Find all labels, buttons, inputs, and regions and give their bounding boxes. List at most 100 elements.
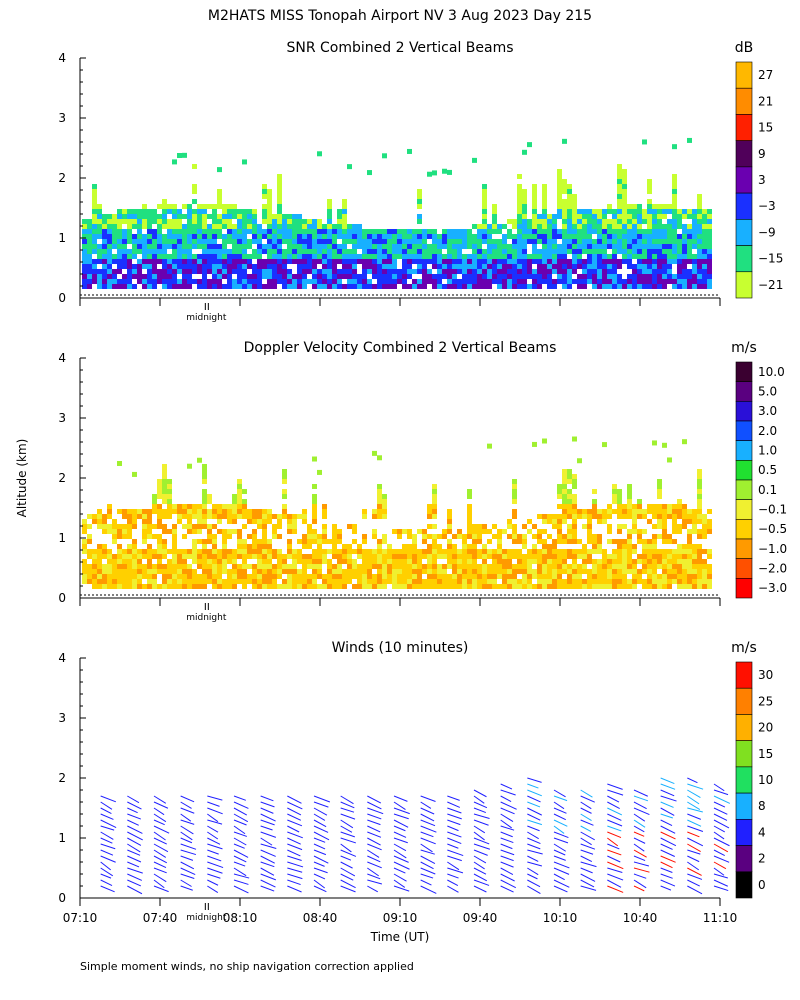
heatmap-cell xyxy=(307,244,312,249)
heatmap-cell xyxy=(672,259,677,264)
heatmap-cell xyxy=(627,514,632,519)
heatmap-cell xyxy=(617,259,622,264)
heatmap-cell xyxy=(352,269,357,274)
heatmap-cell xyxy=(392,234,397,239)
heatmap-cell xyxy=(692,584,697,589)
heatmap-cell xyxy=(107,219,112,224)
wind-barb xyxy=(340,849,357,857)
heatmap-cell xyxy=(402,244,407,249)
heatmap-cell xyxy=(662,274,667,279)
heatmap-cell xyxy=(697,514,702,519)
heatmap-cell xyxy=(147,209,152,214)
heatmap-cell xyxy=(672,204,677,209)
heatmap-cell xyxy=(607,559,612,564)
heatmap-cell xyxy=(222,269,227,274)
heatmap-cell xyxy=(402,529,407,534)
heatmap-cell xyxy=(542,519,547,524)
heatmap-cell xyxy=(162,484,167,489)
heatmap-cell xyxy=(627,229,632,234)
heatmap-cell xyxy=(647,274,652,279)
heatmap-cell xyxy=(692,259,697,264)
heatmap-cell xyxy=(257,574,262,579)
heatmap-cell xyxy=(557,169,562,174)
heatmap-cell xyxy=(252,264,257,269)
heatmap-cell xyxy=(237,564,242,569)
heatmap-cell xyxy=(397,564,402,569)
heatmap-cell xyxy=(317,469,322,475)
heatmap-cell xyxy=(472,544,477,549)
heatmap-cell xyxy=(322,264,327,269)
heatmap-cell xyxy=(82,259,87,264)
heatmap-cell xyxy=(212,259,217,264)
heatmap-cell xyxy=(637,209,642,214)
heatmap-cell xyxy=(172,504,177,509)
wind-barb xyxy=(500,855,514,862)
heatmap-cell xyxy=(332,554,337,559)
heatmap-cell xyxy=(577,554,582,559)
heatmap-cell xyxy=(397,579,402,584)
heatmap-cell xyxy=(597,229,602,234)
wind-barb xyxy=(260,873,277,881)
heatmap-cell xyxy=(202,219,207,224)
heatmap-cell xyxy=(127,534,132,539)
heatmap-cell xyxy=(567,564,572,569)
heatmap-cell xyxy=(622,284,627,289)
heatmap-cell xyxy=(282,214,287,219)
heatmap-cell xyxy=(667,569,672,574)
heatmap-cell xyxy=(332,274,337,279)
heatmap-cell xyxy=(552,519,557,524)
heatmap-cell xyxy=(427,524,432,529)
heatmap-cell xyxy=(642,239,647,244)
heatmap-cell xyxy=(107,274,112,279)
heatmap-cell xyxy=(292,514,297,519)
heatmap-cell xyxy=(277,229,282,234)
heatmap-cell xyxy=(612,509,617,514)
heatmap-cell xyxy=(182,214,187,219)
wind-barb xyxy=(153,867,167,874)
heatmap-cell xyxy=(667,274,672,279)
wind-barb xyxy=(687,867,702,876)
heatmap-cell xyxy=(112,524,117,529)
heatmap-cell xyxy=(587,569,592,574)
wind-barb xyxy=(127,867,143,874)
heatmap-cell xyxy=(502,574,507,579)
heatmap-cell xyxy=(462,279,467,284)
heatmap-cell xyxy=(642,514,647,519)
heatmap-cell xyxy=(367,259,372,264)
heatmap-cell xyxy=(132,569,137,574)
heatmap-cell xyxy=(472,524,477,529)
heatmap-cell xyxy=(442,239,447,244)
heatmap-cell xyxy=(277,204,282,209)
heatmap-cell xyxy=(667,559,672,564)
wind-barb xyxy=(287,825,300,833)
heatmap-cell xyxy=(167,259,172,264)
heatmap-cell xyxy=(87,514,92,519)
heatmap-cell xyxy=(432,584,437,589)
heatmap-cell xyxy=(412,579,417,584)
heatmap-cell xyxy=(292,564,297,569)
heatmap-cell xyxy=(477,274,482,279)
heatmap-cell xyxy=(87,549,92,554)
heatmap-cell xyxy=(177,259,182,264)
heatmap-cell xyxy=(267,539,272,544)
heatmap-cell xyxy=(207,254,212,259)
heatmap-cell xyxy=(587,559,592,564)
heatmap-cell xyxy=(652,504,657,509)
heatmap-cell xyxy=(632,519,637,524)
heatmap-cell xyxy=(437,549,442,554)
heatmap-cell xyxy=(507,524,512,529)
heatmap-cell xyxy=(92,204,97,209)
heatmap-cell xyxy=(122,554,127,559)
heatmap-cell xyxy=(132,224,137,229)
wind-barb xyxy=(500,867,514,875)
heatmap-cell xyxy=(547,544,552,549)
heatmap-cell xyxy=(707,259,712,264)
colorbar-unit: dB xyxy=(735,40,754,56)
heatmap-cell xyxy=(477,534,482,539)
heatmap-cell xyxy=(377,539,382,544)
heatmap-cell xyxy=(567,204,572,209)
heatmap-cell xyxy=(557,554,562,559)
y-tick-label: 2 xyxy=(58,171,66,185)
wind-barb xyxy=(313,807,328,816)
heatmap-cell xyxy=(222,254,227,259)
